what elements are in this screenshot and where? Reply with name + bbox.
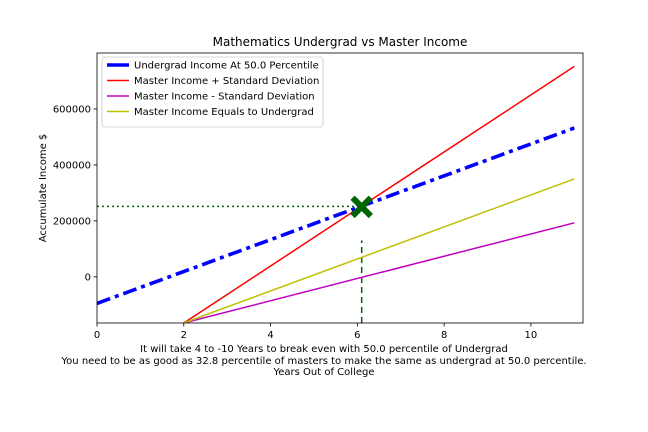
y-tick-label: 600000 (53, 104, 91, 115)
legend-label: Master Income Equals to Undergrad (134, 107, 314, 118)
x-tick-label: 4 (267, 330, 273, 341)
break-even-marker (350, 195, 373, 219)
x-axis-caption-line-2: You need to be as good as 32.8 percentil… (61, 356, 587, 367)
x-axis-label: Years Out of College (273, 367, 375, 378)
y-tick-label: 200000 (53, 216, 91, 227)
series-group (97, 65, 575, 323)
x-tick-label: 2 (181, 330, 187, 341)
y-axis-label: Accumulate Income $ (38, 134, 49, 243)
legend-label: Undergrad Income At 50.0 Percentile (134, 61, 319, 72)
x-tick-label: 6 (354, 330, 360, 341)
y-tick-label: 0 (85, 272, 91, 283)
y-tick-label: 400000 (53, 160, 91, 171)
axes-frame (96, 52, 584, 324)
series-line-4 (183, 178, 575, 323)
legend-label: Master Income + Standard Deviation (134, 76, 319, 87)
series-line-2 (183, 65, 575, 323)
x-tick-label: 0 (94, 330, 100, 341)
marker-stroke (350, 195, 373, 219)
legend: Undergrad Income At 50.0 Percentile Maste… (101, 56, 324, 128)
series-line-3 (183, 222, 575, 323)
x-tick-label: 8 (441, 330, 447, 341)
series-line-1 (97, 126, 575, 306)
plot-area: 0 2 4 6 8 10 0 200000 400000 600000 (53, 52, 584, 341)
legend-frame (101, 56, 324, 128)
x-axis-caption-line-1: It will take 4 to -10 Years to break eve… (140, 344, 508, 355)
legend-label: Master Income - Standard Deviation (134, 92, 315, 103)
chart-title: Mathematics Undergrad vs Master Income (213, 35, 468, 49)
x-tick-label: 10 (525, 330, 538, 341)
